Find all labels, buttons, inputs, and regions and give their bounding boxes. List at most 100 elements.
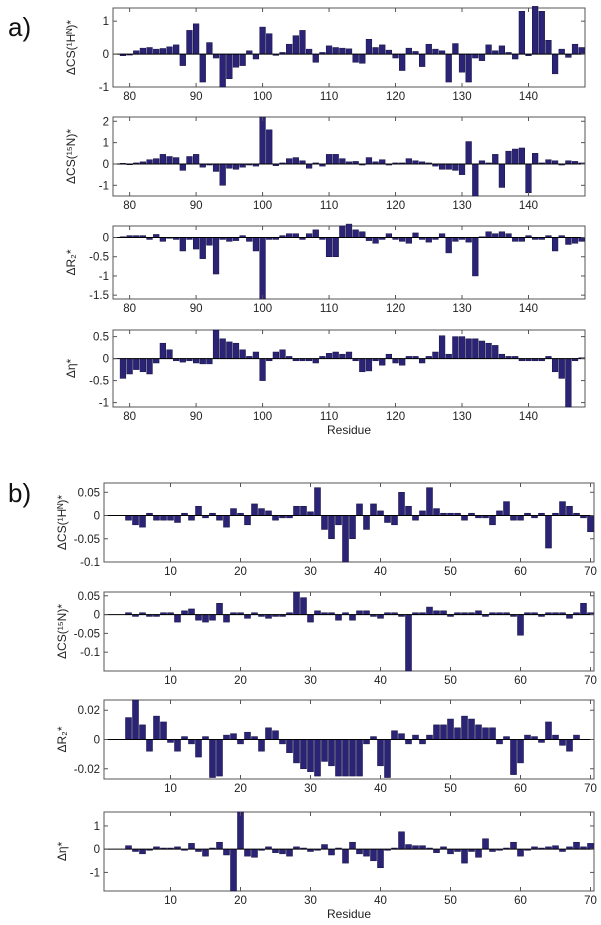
y-tick-label: 1 xyxy=(94,821,100,833)
subplot-a-1: 80 90 100 110 120 130 140 -1 0 1 ΔCS(¹Hᴺ)* xyxy=(64,6,586,103)
y-tick-label: 0 xyxy=(94,511,100,523)
bar-a1-res-85 xyxy=(159,48,166,55)
bar-a1-res-120 xyxy=(392,53,399,59)
bar-a1-res-144 xyxy=(551,53,559,75)
subplot-b-3: 10 20 30 40 50 60 70 -0.02 0 0.02 ΔR₂* xyxy=(55,699,597,795)
bar-a2-res-118 xyxy=(379,159,386,165)
bar-a3-res-137 xyxy=(505,233,512,238)
bar-a2-res-129 xyxy=(452,163,459,171)
bar-b4-res-13 xyxy=(188,843,195,850)
bar-b4-res-21 xyxy=(244,848,251,857)
bar-b3-res-32 xyxy=(321,739,328,762)
bar-b4-res-26 xyxy=(279,848,286,855)
bar-a2-res-88 xyxy=(179,163,186,171)
bar-a2-res-86 xyxy=(166,156,173,165)
bar-b3-res-60 xyxy=(517,739,524,764)
bar-b1-res-52 xyxy=(461,515,468,521)
bar-a3-res-85 xyxy=(159,237,166,242)
x-tick-label: 90 xyxy=(190,303,203,315)
bar-a1-res-94 xyxy=(219,53,226,88)
bar-b3-res-14 xyxy=(195,739,202,758)
x-tick-label: 120 xyxy=(386,411,405,423)
bar-b1-res-43 xyxy=(398,492,405,516)
x-axis-label: Residue xyxy=(327,423,371,437)
bar-b3-res-67 xyxy=(566,739,573,752)
bar-b3-res-50 xyxy=(447,718,454,740)
bar-a4-res-136 xyxy=(498,353,506,359)
bar-b2-res-60 xyxy=(517,614,524,636)
bar-b2-res-16 xyxy=(209,614,216,621)
bar-b1-res-8 xyxy=(153,515,160,521)
bar-b4-res-43 xyxy=(398,831,405,850)
y-tick-label: 1 xyxy=(103,138,109,150)
bar-a3-res-114 xyxy=(352,229,359,238)
bar-b4-res-45 xyxy=(412,845,419,850)
bar-b1-res-18 xyxy=(223,515,230,528)
bar-a3-res-104 xyxy=(286,233,293,238)
bar-a3-res-105 xyxy=(292,233,299,238)
bar-a1-res-141 xyxy=(532,6,539,55)
bar-a1-res-104 xyxy=(286,43,293,55)
bar-a3-res-113 xyxy=(345,223,353,238)
bar-a4-res-100 xyxy=(259,358,266,381)
bar-a4-res-115 xyxy=(359,358,366,373)
y-tick-label: 0 xyxy=(94,735,100,747)
bar-b3-res-29 xyxy=(300,739,307,770)
bar-b3-res-34 xyxy=(335,739,342,777)
bar-a3-res-90 xyxy=(192,237,200,250)
bar-a4-res-91 xyxy=(199,358,206,365)
x-tick-label: 100 xyxy=(253,411,272,423)
bar-a4-res-133 xyxy=(478,340,486,359)
bar-a4-res-95 xyxy=(226,341,233,359)
x-tick-label: 40 xyxy=(374,675,387,687)
bar-a1-res-113 xyxy=(345,48,353,55)
y-tick-label: 0.02 xyxy=(78,705,100,717)
bar-a1-res-108 xyxy=(312,53,319,63)
x-tick-label: 30 xyxy=(304,566,317,578)
bar-b3-res-59 xyxy=(510,739,517,775)
x-tick-label: 110 xyxy=(320,411,338,423)
bar-b4-res-54 xyxy=(475,848,482,858)
x-tick-label: 140 xyxy=(519,91,538,103)
bar-b4-res-55 xyxy=(482,838,489,850)
bar-a4-res-145 xyxy=(558,358,565,379)
subplot-b-2: 10 20 30 40 50 60 70 -0.1 -0.05 0 0.05 ΔCS(¹⁵N)* xyxy=(55,591,597,687)
bar-b3-res-66 xyxy=(559,739,566,746)
bar-b2-res-31 xyxy=(314,610,321,615)
y-tick-label: -0.05 xyxy=(74,534,100,546)
bar-a1-res-115 xyxy=(359,53,366,64)
bar-a1-res-132 xyxy=(472,53,479,59)
x-tick-label: 120 xyxy=(386,91,405,103)
x-tick-label: 30 xyxy=(304,675,317,687)
y-tick-label: 0 xyxy=(103,159,109,171)
subplot-a-3: 80 90 100 110 120 130 140 -1.5 -1 -0.5 0 ΔR₂* xyxy=(64,223,586,315)
bar-a4-res-132 xyxy=(472,338,479,359)
bar-a3-res-144 xyxy=(551,237,559,252)
bar-b3-res-11 xyxy=(174,739,181,752)
bar-b3-res-40 xyxy=(377,739,384,767)
x-axis-label: Residue xyxy=(327,907,371,921)
bar-b1-res-40 xyxy=(377,510,384,516)
bar-a4-res-79 xyxy=(119,358,127,379)
bar-b4-res-19 xyxy=(230,848,237,892)
bar-a2-res-141 xyxy=(532,153,539,165)
bar-b3-res-35 xyxy=(342,739,349,777)
bar-a2-res-110 xyxy=(325,154,333,165)
bar-a4-res-86 xyxy=(166,349,173,359)
y-tick-label: -1 xyxy=(99,82,109,94)
bar-b2-res-15 xyxy=(202,614,209,623)
x-tick-label: 40 xyxy=(374,895,387,907)
bar-b3-res-13 xyxy=(188,739,195,745)
bar-b3-res-6 xyxy=(139,724,146,740)
x-tick-label: 50 xyxy=(444,895,457,907)
bar-a3-res-138 xyxy=(512,237,519,242)
bar-b3-res-46 xyxy=(419,739,426,745)
subplot-a-4: 80 90 100 110 120 130 140 -1 -0.5 0 0.5 Δη* Residue xyxy=(64,329,586,437)
bar-b2-res-48 xyxy=(433,610,440,615)
y-axis-label: Δη* xyxy=(64,358,78,378)
bar-a1-res-91 xyxy=(199,53,206,83)
bar-a3-res-110 xyxy=(325,237,333,257)
bar-b3-res-31 xyxy=(314,739,321,777)
bar-a3-res-122 xyxy=(405,237,412,244)
bar-a4-res-127 xyxy=(438,335,446,359)
